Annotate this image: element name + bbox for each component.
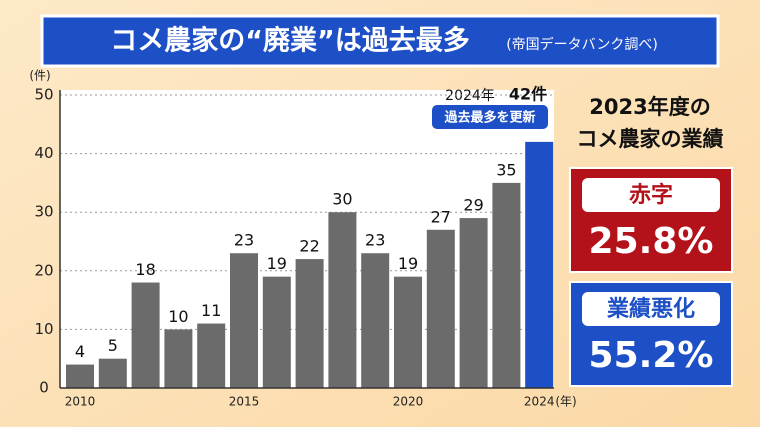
- annotation: 過去最多を更新: [443, 110, 535, 126]
- bar: [262, 276, 291, 388]
- y-tick-label: 0: [39, 379, 49, 397]
- y-tick-label: 40: [34, 144, 53, 162]
- panel-heading: コメ農家の業績: [577, 127, 724, 151]
- bar: [426, 229, 455, 388]
- data-label: 10: [168, 307, 188, 326]
- annotation-box: [432, 105, 548, 129]
- panel-heading: 2023年度の: [589, 95, 710, 119]
- data-label: 19: [398, 254, 418, 273]
- panel-label: 業績悪化: [607, 296, 695, 322]
- y-tick-label: 50: [34, 86, 53, 104]
- panel-label: 赤字: [629, 182, 673, 208]
- data-label: 30: [332, 190, 352, 209]
- chart-title: コメ農家の“廃業”は過去最多: [110, 25, 470, 57]
- annotation: 2024年: [445, 88, 495, 104]
- y-tick-label: 30: [34, 203, 53, 221]
- title-bar: [40, 14, 720, 68]
- bar: [525, 141, 554, 388]
- x-axis-label: (年): [555, 395, 576, 409]
- x-tick-label: 2020: [393, 395, 424, 409]
- data-label: 22: [299, 237, 319, 256]
- y-tick-label: 20: [34, 261, 53, 279]
- bar: [394, 276, 422, 388]
- data-label: 18: [135, 260, 155, 279]
- data-label: 23: [234, 231, 254, 250]
- bar: [295, 259, 324, 388]
- data-label: 19: [267, 254, 287, 273]
- panel-value: 25.8%: [589, 221, 714, 262]
- data-label: 4: [75, 342, 85, 361]
- bar: [492, 182, 521, 388]
- data-label: 35: [496, 160, 516, 179]
- x-tick-label: 2015: [229, 395, 260, 409]
- chart-subtitle: (帝国データバンク調べ): [506, 36, 658, 53]
- panel-label-box: [582, 292, 720, 326]
- bar: [361, 253, 390, 388]
- data-label: 42件: [509, 85, 547, 104]
- panel: 赤字 25.8% 業績悪化 55.2%: [569, 167, 733, 387]
- y-tick-label: 10: [34, 320, 53, 338]
- data-label: 5: [108, 336, 118, 355]
- bar: [197, 323, 226, 388]
- bar: [98, 358, 127, 388]
- data-label: 27: [431, 207, 451, 226]
- data-label: 23: [365, 231, 385, 250]
- panel-value: 55.2%: [589, 335, 714, 376]
- bar: [230, 253, 258, 388]
- bar: [131, 282, 160, 388]
- y-axis-label: (件): [29, 69, 50, 83]
- x-tick-label: 2010: [65, 395, 96, 409]
- data-label: 29: [463, 196, 483, 215]
- data-label: 11: [201, 301, 221, 320]
- panel-label-box: [582, 178, 720, 212]
- bar: [459, 218, 488, 388]
- bar: [66, 364, 94, 388]
- x-tick-label: 2024: [524, 395, 555, 409]
- bar: [164, 329, 193, 388]
- bar: [328, 212, 357, 388]
